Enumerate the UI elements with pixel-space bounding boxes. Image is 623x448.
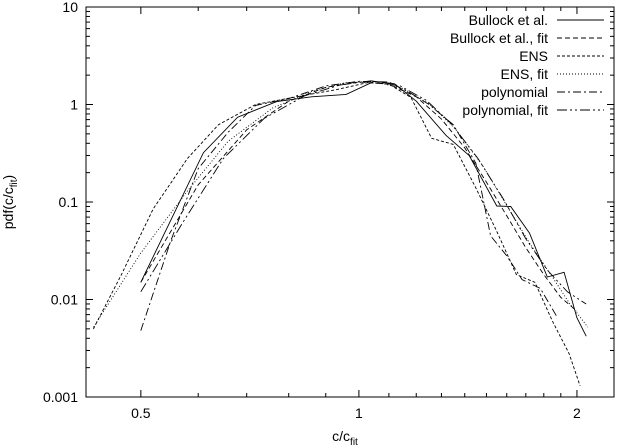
legend-label-1: Bullock et al. [469, 12, 548, 28]
legend-label-3: ENS [519, 48, 548, 64]
series-line-3 [93, 82, 581, 387]
y-tick-label: 1 [70, 97, 78, 113]
series-layer [93, 80, 589, 387]
x-tick-label: 2 [573, 405, 581, 421]
y-tick-label: 10 [62, 0, 78, 15]
y-tick-label: 0.01 [51, 292, 78, 308]
series-line-5 [140, 80, 558, 331]
legend-label-4: ENS, fit [501, 66, 549, 82]
legend-label-5: polynomial [481, 84, 548, 100]
series-line-1 [140, 80, 587, 337]
series-line-6 [140, 80, 587, 305]
legend-label-2: Bullock et al., fit [450, 30, 548, 46]
y-axis-label: pdf(c/cfit) [0, 175, 20, 229]
x-axis-label: c/cfit [332, 428, 358, 448]
series-line-4 [93, 81, 589, 328]
y-axis: 0.001 0.01 0.1 1 10 [43, 0, 614, 405]
series-line-2 [140, 81, 578, 312]
legend-label-6: polynomial, fit [462, 102, 548, 118]
y-tick-label: 0.001 [43, 389, 78, 405]
y-tick-label: 0.1 [59, 194, 79, 210]
legend: Bullock et al. Bullock et al., fit ENS ENS,… [450, 12, 604, 118]
x-tick-label: 0.5 [131, 405, 151, 421]
x-axis: 0.5 1 2 [131, 7, 581, 421]
x-tick-label: 1 [355, 405, 363, 421]
